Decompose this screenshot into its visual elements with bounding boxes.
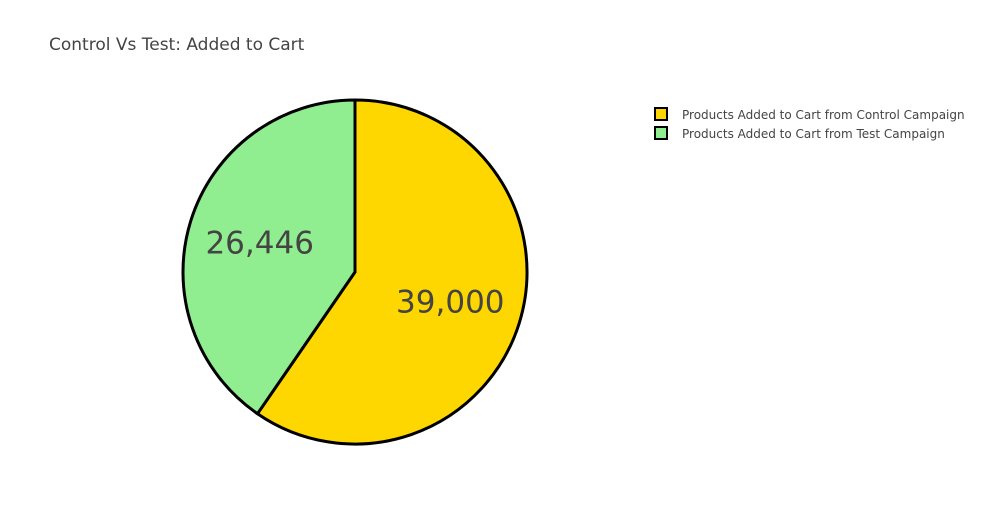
pie-slice-test[interactable] bbox=[181, 98, 357, 416]
legend-item-test[interactable]: Products Added to Cart from Test Campaig… bbox=[654, 126, 945, 141]
pie-value-labels: 39,000 26,446 bbox=[205, 225, 504, 320]
legend-label-test: Products Added to Cart from Test Campaig… bbox=[682, 127, 945, 141]
pie-slices bbox=[181, 98, 529, 446]
slice-label-test: 26,446 bbox=[205, 225, 313, 261]
legend-swatch-test bbox=[654, 126, 668, 140]
legend-item-control[interactable]: Products Added to Cart from Control Camp… bbox=[654, 107, 965, 122]
legend-swatch-control bbox=[654, 107, 668, 121]
chart-title: Control Vs Test: Added to Cart bbox=[49, 35, 305, 55]
legend-label-control: Products Added to Cart from Control Camp… bbox=[682, 108, 965, 122]
pie-slice-control[interactable] bbox=[256, 98, 529, 446]
slice-label-control: 39,000 bbox=[396, 285, 504, 321]
legend: Products Added to Cart from Control Camp… bbox=[654, 107, 965, 141]
